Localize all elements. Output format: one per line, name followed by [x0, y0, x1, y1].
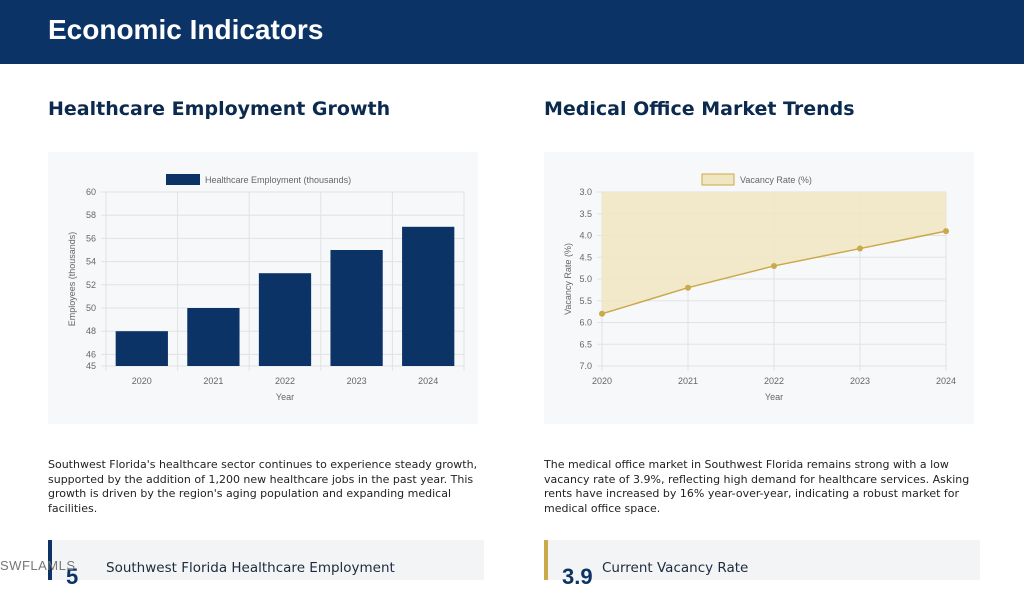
y-tick-label: 6.5 [579, 339, 592, 349]
vacancy-chart-panel: 3.0 3.5 4.0 4.5 5.0 5.5 6.0 6.5 7.0 2020 2021 2022 2… [544, 152, 974, 424]
y-tick-label: 54 [86, 257, 96, 267]
y-tick-label: 56 [86, 233, 96, 243]
x-tick-label: 2022 [764, 376, 784, 386]
x-tick-label: 2020 [132, 376, 152, 386]
y-axis-title: Employees (thousands) [67, 232, 77, 327]
y-tick-label: 60 [86, 187, 96, 197]
legend-label: Vacancy Rate (%) [740, 175, 812, 185]
office-market-section-title: Medical Office Market Trends [544, 98, 855, 120]
bar-2021 [187, 308, 240, 366]
vacancy-stat-label: Current Vacancy Rate [602, 560, 749, 576]
x-tick-label: 2023 [850, 376, 870, 386]
bar-2023 [330, 250, 383, 366]
vacancy-stat-value: 3.9 [562, 564, 593, 589]
watermark: SWFLAMLS [0, 558, 76, 573]
y-tick-label: 45 [86, 361, 96, 371]
legend-swatch [701, 173, 735, 186]
employment-description: Southwest Florida's healthcare sector co… [48, 458, 478, 515]
y-tick-label: 4.0 [579, 231, 592, 241]
bar-2022 [258, 273, 312, 366]
y-axis-title: Vacancy Rate (%) [563, 243, 573, 315]
employment-chart-panel: 45 46 48 50 52 54 56 58 60 2020 2021 2022 2023 2024 Ye… [48, 152, 478, 424]
x-tick-label: 2021 [678, 376, 698, 386]
y-tick-label: 48 [86, 326, 96, 336]
employment-stat-label: Southwest Florida Healthcare Employment [106, 560, 395, 576]
point-2021 [685, 284, 691, 291]
bar-2020 [115, 331, 168, 366]
point-2024 [943, 228, 949, 235]
vacancy-area-fill [602, 192, 946, 314]
y-tick-label: 7.0 [579, 361, 592, 371]
y-tick-label: 6.0 [579, 318, 592, 328]
office-market-description: The medical office market in Southwest F… [544, 458, 970, 515]
point-2020 [599, 310, 605, 317]
x-tick-label: 2024 [936, 376, 956, 386]
x-tick-label: 2020 [592, 376, 612, 386]
x-tick-label: 2023 [347, 376, 367, 386]
vacancy-stat-card: 3.9 Current Vacancy Rate [544, 540, 980, 589]
y-tick-label: 50 [86, 303, 96, 313]
x-tick-label: 2021 [203, 376, 223, 386]
employment-bar-chart: 45 46 48 50 52 54 56 58 60 2020 2021 2022 2023 2024 Ye… [67, 174, 465, 402]
page-title: Economic Indicators [48, 14, 324, 45]
legend-swatch [166, 174, 200, 185]
point-2023 [857, 245, 863, 252]
y-tick-label: 3.0 [579, 187, 592, 197]
header-bar: Economic Indicators [0, 0, 1024, 64]
x-axis-title: Year [276, 392, 294, 402]
y-tick-label: 4.5 [579, 252, 592, 262]
y-tick-label: 5.0 [579, 274, 592, 284]
x-tick-label: 2022 [275, 376, 295, 386]
x-axis-title: Year [765, 392, 783, 402]
bar-2024 [402, 226, 455, 366]
y-tick-label: 52 [86, 280, 96, 290]
point-2022 [771, 262, 777, 269]
y-tick-label: 3.5 [579, 209, 592, 219]
legend-label: Healthcare Employment (thousands) [205, 175, 351, 185]
y-tick-label: 5.5 [579, 296, 592, 306]
employment-section-title: Healthcare Employment Growth [48, 98, 391, 120]
x-tick-label: 2024 [418, 376, 438, 386]
y-tick-label: 46 [86, 349, 96, 359]
employment-stat-card: 5 Southwest Florida Healthcare Employmen… [48, 540, 484, 589]
y-tick-label: 58 [86, 210, 96, 220]
